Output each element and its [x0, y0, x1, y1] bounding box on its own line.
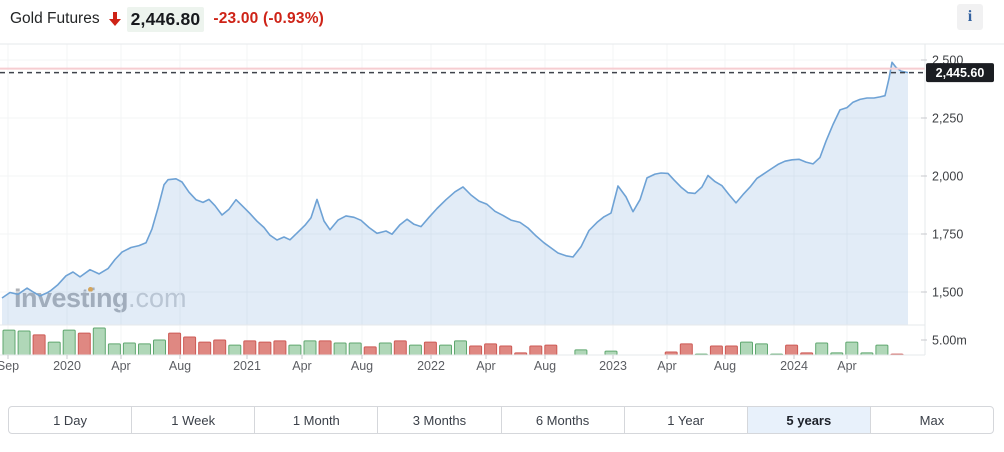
range-button-max[interactable]: Max	[919, 412, 945, 428]
range-button-1-year[interactable]: 1 Year	[625, 407, 748, 433]
range-button-6-months[interactable]: 6 Months	[502, 407, 625, 433]
instrument-title: Gold Futures	[10, 10, 100, 27]
investing-watermark: Investing.com	[14, 283, 187, 314]
range-button-3-months[interactable]: 3 Months	[378, 407, 502, 433]
svg-text:Aug: Aug	[169, 359, 191, 373]
timeframe-selector: 1 Day 1 Week 1 Month 3 Months 6 Months 1 Year…	[8, 406, 994, 434]
svg-text:Apr: Apr	[657, 359, 676, 373]
svg-text:1,750: 1,750	[932, 228, 963, 242]
chart-area[interactable]: Investing.com 2,5002,2502,0001,7501,5005…	[0, 0, 1004, 400]
svg-text:2,000: 2,000	[932, 170, 963, 184]
svg-text:2,250: 2,250	[932, 112, 963, 126]
range-button-1-day[interactable]: 1 Day	[9, 407, 133, 433]
svg-text:Apr: Apr	[111, 359, 130, 373]
svg-text:2022: 2022	[417, 359, 445, 373]
svg-text:2021: 2021	[233, 359, 261, 373]
svg-text:2023: 2023	[599, 359, 627, 373]
watermark-orange-dot	[88, 287, 93, 292]
info-button[interactable]: i	[957, 4, 983, 30]
svg-text:Sep: Sep	[0, 359, 19, 373]
watermark-brand: Investing	[14, 283, 129, 313]
chart-header: Gold Futures 2,446.80 -23.00 (-0.93%)	[10, 6, 324, 32]
watermark-suffix: .com	[128, 283, 187, 313]
svg-text:5.00m: 5.00m	[932, 334, 967, 348]
svg-text:1,500: 1,500	[932, 286, 963, 300]
info-icon: i	[967, 8, 973, 25]
price-down-arrow-icon	[108, 12, 121, 26]
range-button-5-years[interactable]: 5 years	[747, 407, 871, 433]
svg-text:Apr: Apr	[476, 359, 495, 373]
svg-text:Aug: Aug	[714, 359, 736, 373]
last-price: 2,446.80	[126, 6, 205, 32]
svg-text:2024: 2024	[780, 359, 808, 373]
price-change: -23.00 (-0.93%)	[213, 10, 325, 27]
svg-text:Apr: Apr	[837, 359, 856, 373]
svg-text:Aug: Aug	[534, 359, 556, 373]
range-button-1-week[interactable]: 1 Week	[132, 407, 256, 433]
svg-text:Apr: Apr	[292, 359, 311, 373]
svg-text:2020: 2020	[53, 359, 81, 373]
svg-text:2,445.60: 2,445.60	[936, 66, 985, 80]
svg-text:Aug: Aug	[351, 359, 373, 373]
range-button-1-month[interactable]: 1 Month	[255, 407, 379, 433]
